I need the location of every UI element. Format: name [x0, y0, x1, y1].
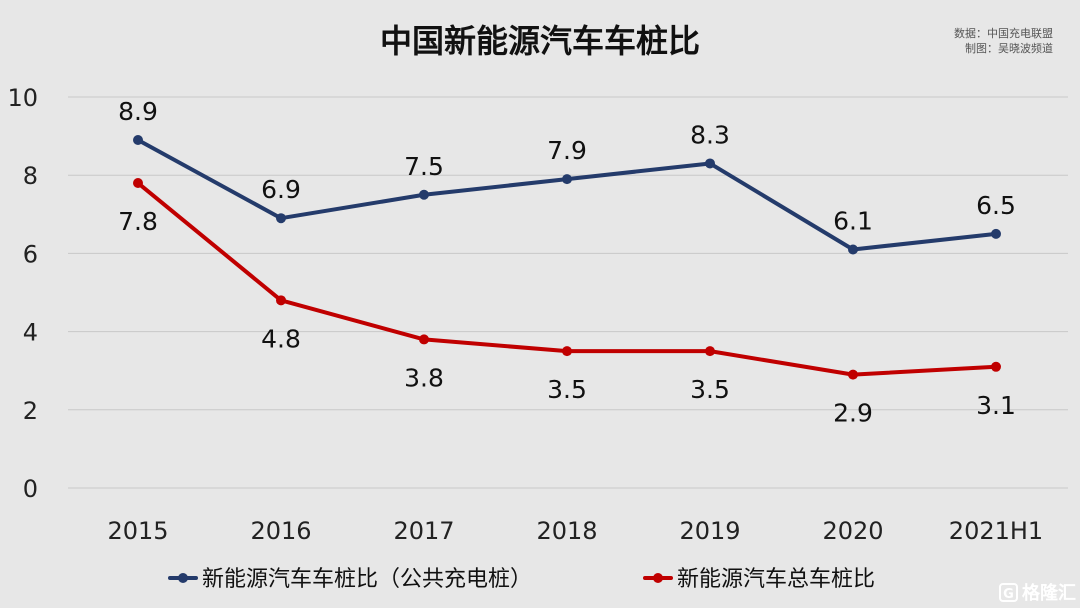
data-label: 3.1 [976, 391, 1016, 420]
data-point [991, 361, 1001, 372]
data-point [419, 334, 429, 345]
legend-marker [178, 573, 188, 583]
data-point [991, 228, 1001, 239]
series-2: 7.8 4.8 3.8 3.5 3.5 2.9 3.1 [118, 178, 1016, 428]
data-label: 3.5 [547, 375, 587, 404]
chart-title: 中国新能源汽车车桩比 [380, 22, 700, 60]
y-tick-label: 10 [7, 84, 38, 112]
data-label: 7.9 [547, 136, 587, 165]
data-point [133, 135, 143, 146]
y-tick-label: 0 [23, 475, 38, 503]
watermark-text: 格隆汇 [1022, 582, 1076, 604]
data-label: 4.8 [261, 324, 301, 353]
data-label: 8.3 [690, 120, 730, 149]
x-tick-label: 2015 [107, 517, 168, 545]
data-label: 6.9 [261, 175, 301, 204]
data-label: 7.8 [118, 207, 158, 236]
x-tick-label: 2018 [536, 517, 597, 545]
y-tick-label: 2 [23, 397, 38, 425]
x-tick-label: 2017 [393, 517, 454, 545]
data-label: 3.8 [404, 363, 444, 392]
x-axis: 2015 2016 2017 2018 2019 2020 2021H1 [107, 517, 1043, 545]
data-point [848, 244, 858, 255]
data-label: 3.5 [690, 375, 730, 404]
data-point [276, 295, 286, 306]
data-point [848, 369, 858, 380]
g-logo-icon [999, 583, 1018, 602]
source-line-1: 数据：中国充电联盟 [954, 26, 1053, 40]
source-line-2: 制图：吴晓波频道 [965, 41, 1053, 55]
data-label: 6.5 [976, 191, 1016, 220]
data-point [276, 213, 286, 224]
x-tick-label: 2021H1 [949, 517, 1043, 545]
legend-item-2: 新能源汽车总车桩比 [643, 567, 875, 592]
data-label: 2.9 [833, 399, 873, 428]
data-point [419, 189, 429, 200]
series-group: 8.9 6.9 7.5 7.9 8.3 6.1 6.5 7.8 4.8 3.8 3.5 3.5 2.9 3… [118, 97, 1016, 428]
g-logo-letter: G [1003, 587, 1014, 602]
legend-marker [653, 573, 663, 583]
data-point [133, 178, 143, 189]
legend-item-1: 新能源汽车车桩比（公共充电桩） [168, 567, 532, 592]
data-point [705, 158, 715, 169]
data-point [562, 174, 572, 185]
y-axis: 0 2 4 6 8 10 [7, 84, 38, 503]
legend-label: 新能源汽车总车桩比 [677, 567, 875, 592]
y-tick-label: 4 [23, 319, 38, 347]
watermark: G 格隆汇 [999, 582, 1076, 604]
y-tick-label: 6 [23, 240, 38, 268]
x-tick-label: 2016 [250, 517, 311, 545]
data-label: 8.9 [118, 97, 158, 126]
x-tick-label: 2020 [822, 517, 883, 545]
y-tick-label: 8 [23, 162, 38, 190]
x-tick-label: 2019 [679, 517, 740, 545]
data-label: 6.1 [833, 206, 873, 235]
legend: 新能源汽车车桩比（公共充电桩） 新能源汽车总车桩比 [168, 567, 875, 592]
data-point [705, 346, 715, 357]
data-point [562, 346, 572, 357]
series-1: 8.9 6.9 7.5 7.9 8.3 6.1 6.5 [118, 97, 1016, 255]
legend-label: 新能源汽车车桩比（公共充电桩） [202, 567, 532, 592]
data-label: 7.5 [404, 152, 444, 181]
